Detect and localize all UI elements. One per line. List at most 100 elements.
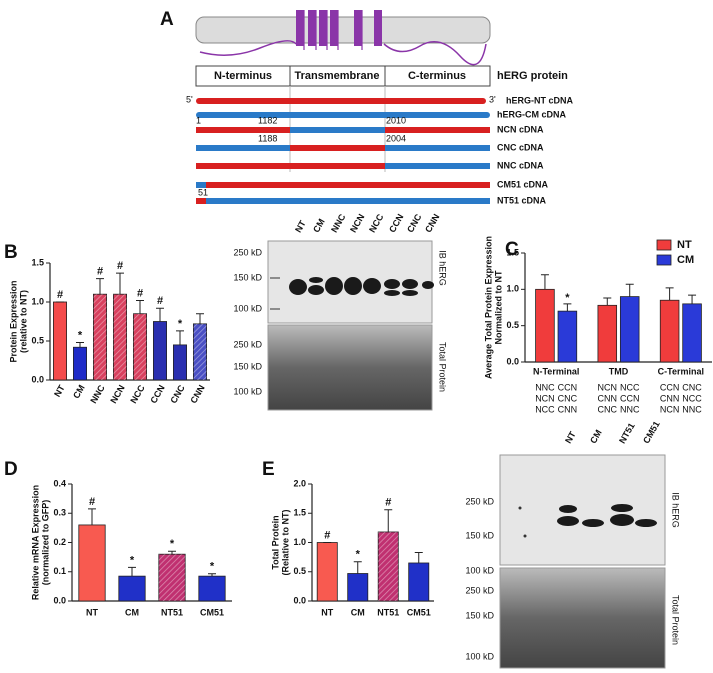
significance-label: * [130,554,135,566]
bar-hatch [193,323,207,380]
x-tick-label: NCC [128,383,147,405]
y-tick-label: 0.5 [506,320,519,330]
error-bar [563,303,572,312]
bar [597,304,618,363]
lane-label: NT [563,429,578,445]
bar-hatch [93,294,107,380]
lane-label: NT [293,218,308,234]
end-label: 5' [186,94,193,104]
error-bar [88,508,96,525]
member-label: CNC [598,404,618,414]
significance-label: * [356,549,361,561]
error-bar [665,287,674,301]
significance-label: * [178,318,183,330]
legend-swatch [656,239,672,251]
lane-label: CM [588,428,604,445]
panel-letter: E [262,459,275,480]
member-label: NCC [682,393,702,403]
marker-label: 150 kD [233,361,262,371]
lane-label: NT51 [617,421,637,445]
y-tick-label: 0.5 [31,335,44,345]
bar [682,303,702,363]
panel-letter: C [505,239,519,260]
bar [408,562,430,602]
member-label: CNN [558,404,578,414]
y-axis-label: Protein Expression [8,280,18,362]
error-bar [76,342,84,348]
y-tick-label: 1.5 [31,257,44,267]
y-tick-label: 0.2 [53,537,66,547]
error-bar [176,330,184,345]
x-tick-label: NT [52,383,67,399]
marker-label: 100 kD [233,386,262,396]
member-label: CNN [598,393,618,403]
x-tick-label: N-Terminal [533,366,579,376]
x-tick-label: TMD [609,366,629,376]
bar [78,524,106,602]
error-bar [128,566,136,577]
member-label: NCN [660,404,680,414]
member-label: CCN [620,393,640,403]
marker-label: 100 kD [465,651,494,661]
significance-label: # [157,295,163,307]
protein-label: hERG protein [497,70,568,82]
marker-label: 150 kD [465,530,494,540]
blot-side-label: IB hERG [671,492,681,528]
blot-side-label: Total Protein [438,342,448,392]
error-bar [384,509,393,532]
marker-label: 150 kD [233,272,262,282]
member-label: NCN [535,393,555,403]
panel-letter: B [4,242,18,263]
bar [152,321,167,381]
x-tick-label: CM [351,607,365,617]
significance-label: * [170,538,175,550]
error-bar [688,294,697,304]
y-tick-label: 0.5 [293,566,306,576]
legend-swatch [656,254,672,266]
bar [73,346,88,381]
y-tick-label: 1.0 [506,284,519,294]
member-label: NCC [620,382,640,392]
x-tick-label: CCN [148,383,166,405]
marker-label: 250 kD [233,247,262,257]
significance-label: # [97,266,103,278]
bar-hatch [378,531,399,601]
construct-label: CNC cDNA [497,142,544,152]
construct-label: CM51 cDNA [497,179,549,189]
position-label: 2010 [386,115,406,125]
construct-label: NT51 cDNA [497,195,547,205]
significance-label: * [210,561,215,573]
bar [172,344,187,381]
domain-label: Transmembrane [295,70,380,82]
construct-label: NNC cDNA [497,160,544,170]
member-label: NCN [598,382,618,392]
position-label: 1188 [258,133,277,143]
bar [316,542,338,602]
position-label: 1182 [258,115,277,125]
member-label: NCC [535,404,555,414]
bar [659,299,680,363]
bar [557,310,578,363]
member-label: CCN [558,382,578,392]
error-bar [136,299,144,314]
significance-label: * [78,329,83,341]
construct-label: hERG-CM cDNA [497,109,566,119]
blot-image [267,240,434,411]
lane-label: NCN [348,212,366,234]
x-tick-label: CM [71,383,87,400]
y-tick-label: 0.0 [506,356,519,366]
bar-hatch [133,313,147,380]
y-tick-label: 2.0 [293,478,306,488]
position-label: 51 [198,187,208,197]
member-label: CNN [660,393,680,403]
y-tick-label: 0.4 [53,478,66,488]
y-axis-label: Normalized to NT [493,270,503,345]
error-bar [208,573,216,577]
position-label: 2004 [386,133,406,143]
member-label: CNC [558,393,578,403]
y-axis-label: (Relative to NT) [280,509,290,575]
y-tick-label: 0.1 [53,566,66,576]
lane-label: CNN [423,212,441,234]
x-tick-label: NCN [108,383,126,405]
member-label: NNC [620,404,640,414]
